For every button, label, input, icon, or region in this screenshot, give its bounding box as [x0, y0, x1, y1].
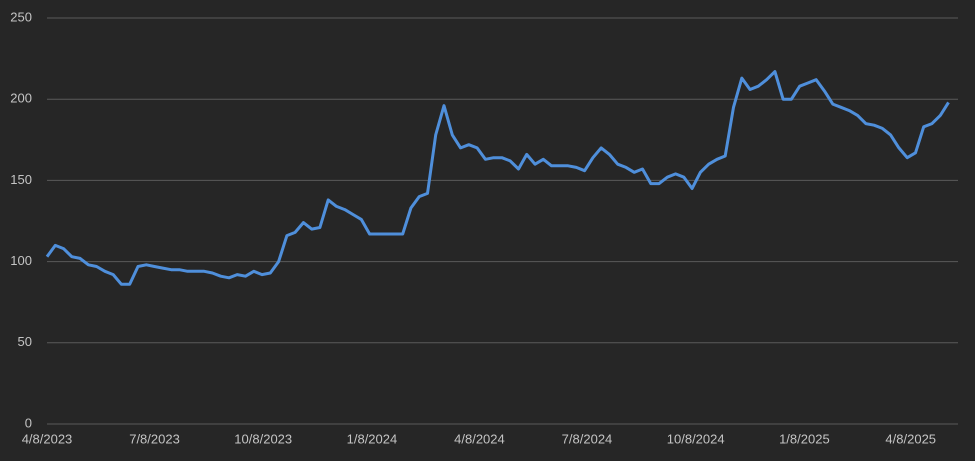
x-tick-label: 10/8/2024	[667, 431, 725, 446]
y-tick-label: 250	[10, 9, 32, 24]
x-tick-label: 4/8/2023	[22, 431, 73, 446]
x-tick-label: 7/8/2023	[129, 431, 180, 446]
x-tick-label: 4/8/2025	[885, 431, 936, 446]
x-tick-label: 1/8/2024	[347, 431, 398, 446]
data-line	[45, 70, 950, 286]
y-tick-label: 50	[18, 334, 32, 349]
y-tick-label: 150	[10, 172, 32, 187]
x-tick-label: 10/8/2023	[234, 431, 292, 446]
x-tick-label: 4/8/2024	[454, 431, 505, 446]
y-tick-label: 200	[10, 91, 32, 106]
x-tick-label: 7/8/2024	[562, 431, 613, 446]
y-tick-label: 0	[25, 415, 32, 430]
y-tick-label: 100	[10, 253, 32, 268]
x-tick-label: 1/8/2025	[779, 431, 830, 446]
